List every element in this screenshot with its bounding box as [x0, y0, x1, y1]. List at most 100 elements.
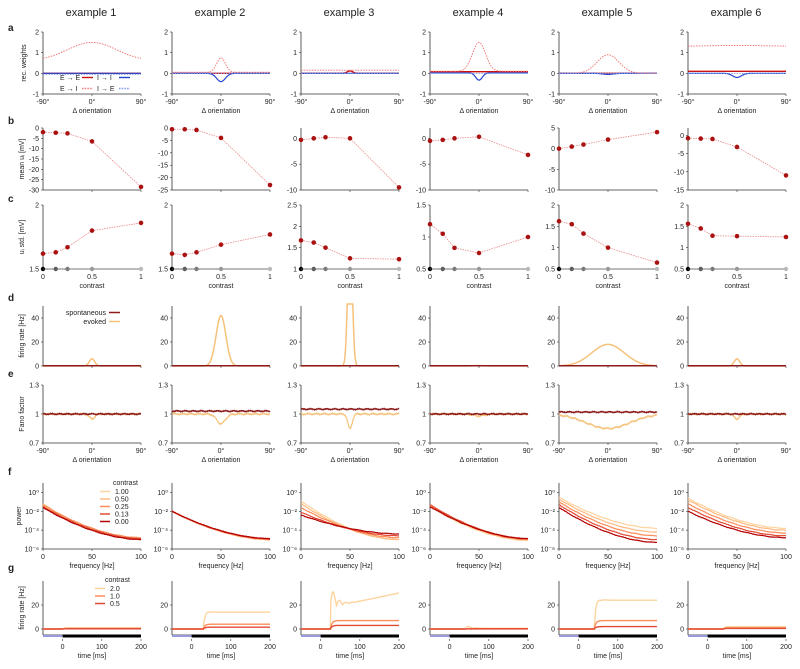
panel-d-2: 0 20 40 [160, 306, 271, 371]
panel-a-4-ytick-label-2: 1 [422, 50, 426, 57]
panel-g-6-xlabel: time [ms] [723, 653, 751, 660]
panel-e-4-spontaneous-curve [429, 412, 529, 416]
panel-g-5-xtick-label-1: 100 [612, 644, 624, 651]
panel-c-6-ytick-label-3: 2 [680, 203, 684, 210]
panel-b-4-point-3 [476, 134, 482, 140]
panel-c-6-baseline-point-2 [710, 266, 715, 272]
panel-a-4-curve-E-to-I [430, 41, 528, 72]
panel-e-3-evoked-curve [300, 412, 400, 430]
panel-c-2: 1.5 2 0 0.5 1 contrast [158, 203, 273, 290]
panel-f-5-ytick-label-2: 10⁻⁴ [541, 528, 556, 535]
panel-e-2-ytick-label-0: 0.7 [158, 441, 168, 448]
panel-d-4-ytick-label-1: 20 [418, 340, 426, 347]
panel-f-3-ytick-label-0: 10⁰ [286, 489, 297, 497]
panel-b-5-point-1 [569, 144, 575, 149]
panel-e-3-spontaneous-curve [300, 407, 400, 411]
panel-b-3-point-2 [323, 135, 328, 140]
panel-a-1-curve-E-to-I [42, 41, 142, 59]
legend-g: contrast 2.01.00.5 [95, 577, 130, 608]
panel-e-6-ytick-label-0: 0.7 [674, 441, 684, 448]
panel-f-2-xlabel: frequency [Hz] [198, 563, 243, 570]
panel-e-ylabel: Fano factor [19, 396, 26, 432]
panel-d-1-evoked-curve [43, 358, 141, 367]
panel-a-1-ytick-label-2: 1 [35, 50, 39, 57]
panel-g-5-rate-1 [559, 619, 657, 630]
legend-f-title: contrast [113, 480, 138, 487]
panel-b-1-point-1 [53, 130, 59, 136]
panel-b-4-point-2 [452, 136, 457, 141]
panel-b-2-point-0 [169, 126, 175, 132]
panel-f-6-xtick-label-1: 50 [733, 554, 741, 561]
panel-a-3-ytick-label-1: 0 [293, 71, 297, 78]
panel-c-4-ytick-label-2: 1.5 [416, 203, 426, 210]
panel-c-1-ytick-label-1: 2 [35, 203, 39, 210]
panel-a-2-xtick-label-2: 90° [265, 98, 276, 106]
panel-a-6-ytick-label-3: 2 [680, 30, 684, 37]
panel-b-2-point-4 [267, 182, 273, 188]
panel-b-6-ytick-label-3: -15 [674, 188, 684, 195]
panel-e-6-ytick-label-2: 1.3 [674, 383, 684, 390]
panel-f-4-ytick-label-1: 10⁻² [412, 509, 426, 516]
panel-f-2-spectrum-2 [171, 510, 271, 541]
panel-c-2-point-1 [182, 252, 188, 258]
panel-g-5-xlabel: time [ms] [594, 653, 622, 660]
panel-e-2-xlabel: Δ orientation [202, 457, 241, 464]
column-titles: example 1 example 2 example 3 example 4 … [66, 7, 762, 19]
panel-c-2-point-0 [169, 251, 175, 256]
panel-g-3-xtick-label-0: 0 [319, 644, 323, 651]
panel-a-4: -1 0 1 2 -90° 0° 90° Δ orientation [420, 30, 534, 116]
panel-g-ylabel: firing rate [Hz] [19, 586, 26, 630]
panel-b-2-ytick-label-5: -25 [158, 188, 168, 195]
panel-e-2: 0.7 1 1.3 -90° 0° 90° Δ orientation [158, 383, 275, 465]
panel-e-1-ytick-label-1: 1 [35, 412, 39, 419]
panel-c-1-xlabel: contrast [80, 283, 105, 290]
panel-d-3: 0 20 40 [289, 303, 400, 371]
panel-a-1: -1 0 1 2 -90° 0° 90° Δ orientation rec. weights [21, 30, 146, 116]
panel-b-4-ytick-label-0: 0 [422, 136, 426, 143]
panel-b-1-ytick-label-3: -15 [29, 157, 39, 164]
panel-f-6-spectrum-3 [687, 507, 787, 537]
panel-b-6-point-0 [685, 135, 691, 141]
legend-f-label-4: 0.00 [115, 519, 129, 526]
panel-g-1-ytick-label-0: 0 [35, 627, 39, 634]
panel-a-3-ytick-label-2: 1 [293, 50, 297, 57]
panel-g-3-xlabel: time [ms] [336, 653, 364, 660]
panel-c-3-ytick-label-1: 1.5 [287, 245, 297, 252]
panel-g-6-xtick-label-0: 0 [706, 644, 710, 651]
panel-g-2-xtick-label-0: 0 [190, 644, 194, 651]
panel-f-5-xtick-label-2: 100 [651, 554, 663, 561]
panel-e-4: 0.7 1 1.3 -90° 0° 90° Δ orientation [416, 383, 533, 465]
panel-f-6-ytick-label-0: 10⁰ [673, 489, 684, 497]
panel-a-6-curve-I-to-I [688, 72, 786, 79]
panel-b-1-ytick-label-4: -20 [29, 167, 39, 174]
panel-a-6-ytick-label-0: -1 [678, 92, 684, 99]
panel-c-4-point-2 [452, 245, 457, 251]
legend-d: spontaneous evoked [66, 310, 120, 326]
panel-d-5-ytick-label-1: 20 [547, 340, 555, 347]
panel-a-6-xlabel: Δ orientation [718, 108, 757, 115]
panel-c-6-xtick-label-2: 1 [784, 274, 788, 281]
legend-g-label-1: 1.0 [110, 594, 120, 601]
panel-g-2-xtick-label-1: 100 [225, 644, 237, 651]
panel-f-6-spectrum-4 [687, 510, 787, 539]
panel-f-4-spectrum-2 [429, 504, 529, 541]
panel-a-2-ytick-label-2: 1 [164, 50, 168, 57]
panel-a-6-xtick-label-0: -90° [682, 98, 695, 106]
panel-a-2-ytick-label-0: -1 [162, 92, 168, 99]
panel-e-4-xtick-label-0: -90° [424, 447, 437, 455]
panel-a-4-xlabel: Δ orientation [460, 108, 499, 115]
panel-c-1-point-4 [138, 220, 144, 226]
panel-f-2-spectrum-4 [171, 510, 271, 540]
panel-b-3-point-4 [396, 185, 402, 190]
legend-d-label-0: spontaneous [66, 310, 107, 317]
panel-e-1-xlabel: Δ orientation [73, 457, 112, 464]
panel-e-3-xtick-label-1: 0° [347, 447, 354, 455]
panel-c-1-xtick-label-0: 0 [41, 274, 45, 281]
panel-b-5-ytick-label-1: 0 [551, 146, 555, 153]
panel-c-4-ytick-label-1: 1 [422, 235, 426, 242]
panel-g-5-ytick-label-0: 0 [551, 627, 555, 634]
panel-c-2-baseline-point-2 [194, 266, 199, 272]
panel-c-6-point-3 [734, 233, 740, 239]
row-label-g: g [8, 563, 14, 574]
